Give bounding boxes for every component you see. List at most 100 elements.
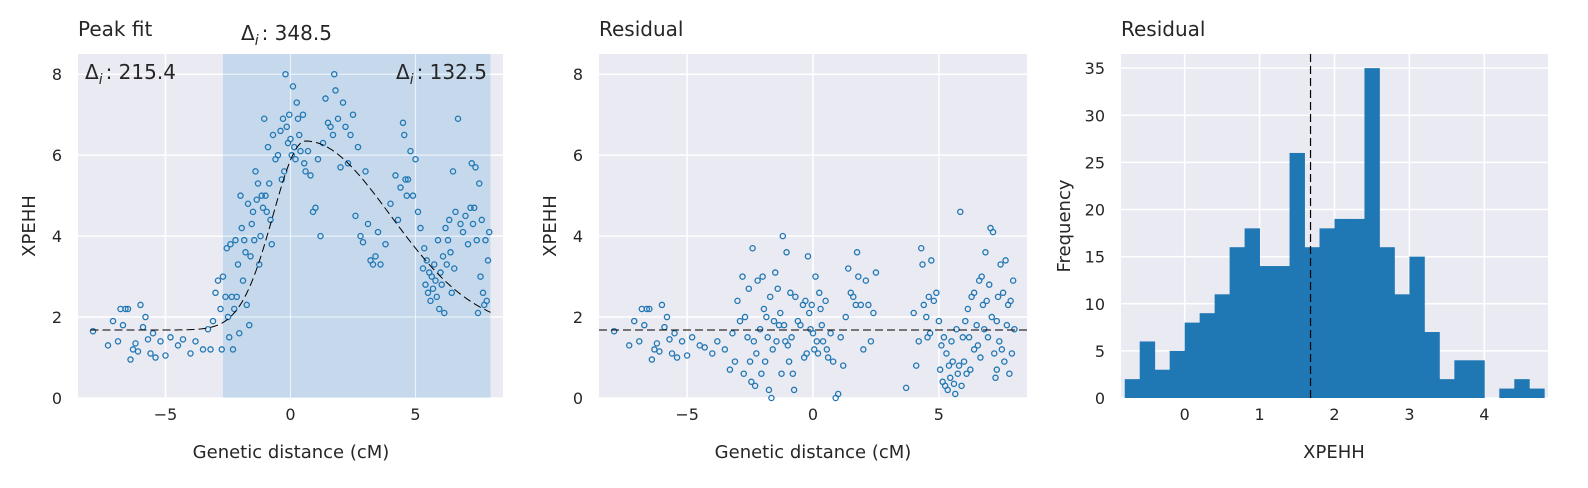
data-point (468, 160, 475, 167)
data-point (258, 192, 265, 199)
data-point (779, 232, 787, 240)
data-point (740, 370, 748, 377)
data-point (636, 338, 643, 345)
x-tick-label: 3 (1404, 405, 1414, 424)
data-point (824, 354, 832, 361)
data-point (342, 123, 349, 131)
data-point (429, 285, 437, 292)
y-tick-label: 10 (1085, 295, 1105, 314)
data-point (996, 338, 1003, 345)
data-point (928, 257, 935, 264)
data-point (478, 216, 485, 224)
data-point (778, 370, 785, 377)
data-point (862, 277, 870, 284)
data-point (439, 253, 447, 260)
data-point (420, 245, 428, 252)
data-point (149, 329, 157, 337)
y-tick-label: 20 (1085, 201, 1105, 220)
data-point (369, 261, 377, 268)
data-point (964, 305, 972, 313)
data-point (804, 253, 812, 260)
data-point (954, 370, 962, 377)
data-point (963, 370, 970, 377)
data-point (759, 273, 766, 280)
data-point (119, 321, 127, 329)
data-point (935, 317, 943, 325)
data-point (1002, 257, 1009, 264)
data-point (763, 313, 770, 321)
data-point (400, 131, 408, 139)
data-point (485, 228, 493, 236)
gridlines (599, 54, 1027, 399)
data-point (399, 119, 407, 127)
data-point (222, 293, 229, 301)
data-point (754, 277, 761, 284)
data-point (433, 293, 440, 301)
data-point (470, 204, 478, 212)
data-point (218, 346, 225, 353)
data-point (414, 208, 422, 216)
data-point (223, 245, 230, 252)
data-point (274, 151, 282, 159)
data-point (262, 192, 269, 199)
data-point (179, 336, 187, 343)
histogram-bar (1259, 266, 1275, 398)
data-point (992, 374, 999, 382)
data-point (245, 321, 253, 329)
histogram-bar (1244, 228, 1260, 398)
histogram-bar (1214, 294, 1231, 398)
data-point (423, 257, 430, 264)
data-point (447, 249, 454, 256)
data-point (805, 309, 813, 317)
data-point (268, 240, 275, 248)
data-point (797, 321, 804, 329)
y-axis-label: XPEHH (19, 195, 40, 257)
data-point (382, 240, 389, 248)
data-point (199, 346, 207, 353)
histogram-bar (1334, 218, 1350, 398)
histogram-bar (1169, 350, 1186, 398)
data-point (688, 334, 696, 341)
y-tick-label: 35 (1085, 59, 1105, 78)
data-point (668, 350, 676, 357)
data-point (977, 354, 984, 361)
data-point (214, 277, 222, 284)
data-point (671, 329, 678, 337)
data-point (469, 220, 477, 228)
data-point (459, 228, 467, 236)
data-point (354, 143, 362, 151)
data-point (114, 338, 122, 345)
chart-title: Residual (599, 17, 683, 41)
data-point (912, 362, 920, 369)
data-point (783, 249, 790, 256)
data-point (424, 289, 432, 297)
data-point (240, 236, 248, 244)
histogram-bar (1124, 379, 1141, 398)
data-point (364, 220, 372, 228)
delta-annotation-center: Δi: 348.5 (241, 21, 332, 49)
data-point (769, 346, 776, 353)
y-axis-label: XPEHH (540, 195, 561, 257)
y-tick-label: 25 (1085, 153, 1105, 172)
data-point (204, 325, 212, 333)
histogram-bar (1349, 218, 1365, 398)
data-point (359, 238, 367, 246)
data-point (973, 321, 980, 329)
data-point (926, 329, 934, 337)
data-point (765, 386, 773, 394)
data-point (741, 313, 749, 321)
y-tick-label: 5 (1095, 342, 1105, 361)
data-point (277, 127, 284, 135)
data-point (397, 184, 404, 191)
x-tick-label: −5 (154, 405, 178, 424)
data-point (329, 131, 337, 139)
data-point (998, 346, 1006, 353)
data-point (839, 362, 847, 369)
data-point (287, 135, 294, 143)
data-point (307, 172, 314, 179)
data-point (902, 384, 910, 392)
fit-curve (90, 140, 491, 331)
chart-title: Residual (1121, 17, 1205, 41)
data-point (147, 350, 154, 357)
data-point (225, 334, 233, 341)
